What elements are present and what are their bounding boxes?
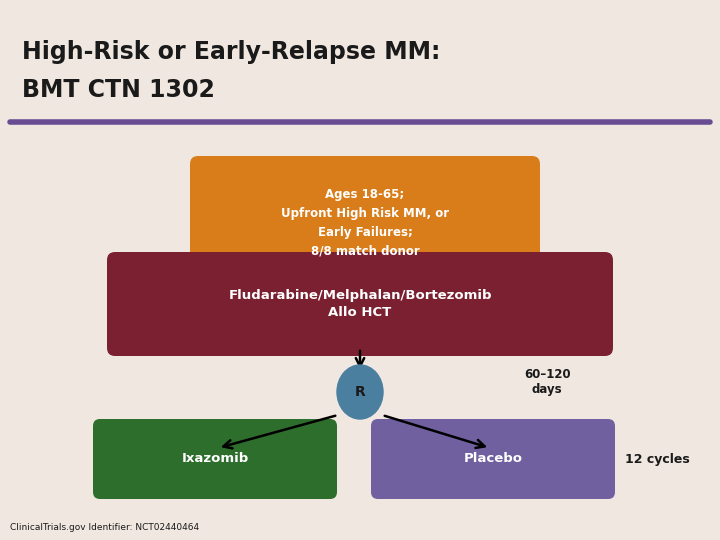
FancyBboxPatch shape bbox=[93, 419, 337, 499]
Text: 60–120
days: 60–120 days bbox=[524, 368, 571, 396]
FancyBboxPatch shape bbox=[190, 156, 540, 290]
Text: Ages 18-65;
Upfront High Risk MM, or
Early Failures;
8/8 match donor: Ages 18-65; Upfront High Risk MM, or Ear… bbox=[281, 188, 449, 258]
Text: R: R bbox=[355, 385, 365, 399]
Ellipse shape bbox=[337, 365, 383, 419]
Text: High-Risk or Early-Relapse MM:: High-Risk or Early-Relapse MM: bbox=[22, 40, 441, 64]
FancyBboxPatch shape bbox=[107, 252, 613, 356]
Text: ClinicalTrials.gov Identifier: NCT02440464: ClinicalTrials.gov Identifier: NCT024404… bbox=[10, 523, 199, 532]
Text: Fludarabine/Melphalan/Bortezomib
Allo HCT: Fludarabine/Melphalan/Bortezomib Allo HC… bbox=[228, 288, 492, 320]
Text: Placebo: Placebo bbox=[464, 453, 523, 465]
Text: 12 cycles: 12 cycles bbox=[625, 453, 690, 465]
Text: BMT CTN 1302: BMT CTN 1302 bbox=[22, 78, 215, 102]
Text: Ixazomib: Ixazomib bbox=[181, 453, 248, 465]
FancyBboxPatch shape bbox=[371, 419, 615, 499]
